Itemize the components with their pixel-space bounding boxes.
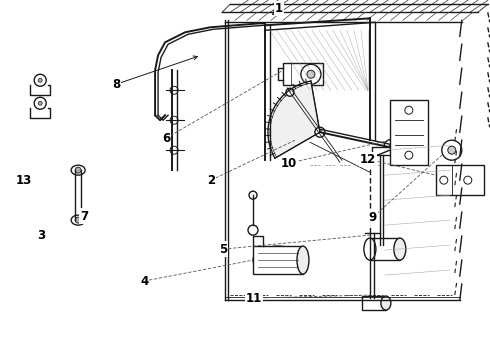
Wedge shape bbox=[270, 83, 320, 157]
Text: 4: 4 bbox=[140, 275, 148, 288]
Ellipse shape bbox=[381, 296, 391, 310]
Bar bbox=[283, 63, 323, 85]
Text: 13: 13 bbox=[16, 174, 32, 187]
Text: 5: 5 bbox=[219, 243, 227, 256]
Bar bbox=[436, 165, 484, 195]
Circle shape bbox=[442, 140, 462, 160]
Ellipse shape bbox=[364, 238, 376, 260]
Bar bbox=[390, 100, 428, 165]
Text: 10: 10 bbox=[281, 157, 297, 170]
Bar bbox=[362, 296, 386, 310]
Text: 11: 11 bbox=[246, 292, 262, 305]
Ellipse shape bbox=[71, 165, 85, 175]
Circle shape bbox=[34, 74, 46, 86]
Text: 2: 2 bbox=[207, 174, 215, 187]
Text: 8: 8 bbox=[112, 78, 120, 91]
Ellipse shape bbox=[253, 246, 303, 274]
Circle shape bbox=[448, 146, 456, 154]
Circle shape bbox=[286, 88, 294, 96]
Circle shape bbox=[249, 191, 257, 199]
Circle shape bbox=[38, 78, 42, 82]
Circle shape bbox=[384, 139, 400, 155]
Circle shape bbox=[75, 167, 81, 173]
Circle shape bbox=[440, 176, 448, 184]
Text: 1: 1 bbox=[275, 2, 283, 15]
Circle shape bbox=[464, 176, 472, 184]
Circle shape bbox=[301, 64, 321, 84]
Bar bbox=[253, 246, 303, 274]
Bar bbox=[370, 238, 400, 260]
Text: 12: 12 bbox=[360, 153, 376, 166]
Circle shape bbox=[170, 146, 178, 154]
Circle shape bbox=[405, 151, 413, 159]
Circle shape bbox=[34, 97, 46, 109]
Ellipse shape bbox=[71, 215, 85, 225]
Circle shape bbox=[75, 217, 81, 223]
Circle shape bbox=[170, 86, 178, 94]
Ellipse shape bbox=[394, 238, 406, 260]
Circle shape bbox=[315, 127, 325, 137]
Circle shape bbox=[389, 144, 395, 150]
Text: 9: 9 bbox=[369, 211, 377, 224]
Text: 6: 6 bbox=[162, 132, 170, 145]
Bar bbox=[372, 147, 392, 155]
Circle shape bbox=[170, 116, 178, 124]
Circle shape bbox=[405, 106, 413, 114]
Text: 7: 7 bbox=[80, 210, 88, 222]
Circle shape bbox=[248, 225, 258, 235]
Circle shape bbox=[307, 70, 315, 78]
Text: 3: 3 bbox=[37, 229, 45, 242]
Ellipse shape bbox=[297, 246, 309, 274]
Circle shape bbox=[38, 101, 42, 105]
